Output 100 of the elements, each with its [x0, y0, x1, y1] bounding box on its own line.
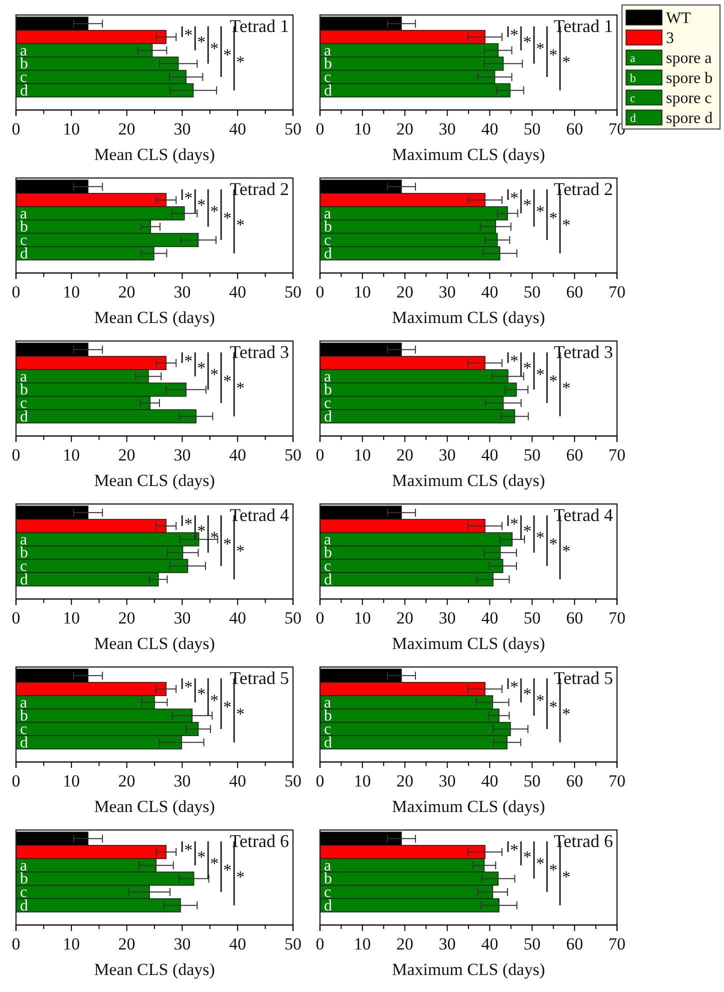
annotation: * [510, 26, 519, 45]
x-tick-label: 0 [12, 771, 20, 790]
y-tick-label: b [324, 56, 332, 73]
y-tick-label: d [324, 408, 332, 426]
x-tick-label: 50 [524, 445, 541, 464]
legend-label: WT [666, 10, 692, 27]
x-tick-label: 60 [566, 445, 584, 464]
x-axis-title: Mean CLS (days) [94, 797, 215, 816]
annotation: * [210, 528, 219, 547]
chart-title: Tetrad 1 [230, 16, 289, 36]
annotation: * [549, 698, 558, 717]
annotation: * [184, 514, 193, 534]
x-tick-label: 50 [524, 771, 541, 790]
annotation: * [562, 867, 571, 886]
y-tick-label: d [20, 82, 28, 100]
x-axis-title: Maximum CLS (days) [392, 960, 545, 979]
annotation: * [536, 854, 545, 873]
x-tick-label: 50 [524, 934, 541, 954]
x-axis-title: Maximum CLS (days) [392, 797, 545, 816]
x-tick-label: 40 [481, 119, 498, 138]
x-tick-label: 20 [396, 282, 414, 302]
y-tick-label: b [20, 218, 28, 236]
x-tick-label: 60 [566, 608, 584, 628]
chart-title: Tetrad 6 [230, 831, 289, 851]
x-tick-label: 30 [174, 445, 191, 464]
annotation: * [562, 52, 571, 72]
annotation: * [549, 860, 558, 880]
y-tick-label: d [20, 734, 28, 752]
x-tick-label: 20 [396, 771, 414, 790]
x-tick-label: 40 [481, 282, 498, 302]
chart-title: Tetrad 6 [554, 831, 613, 851]
x-tick-label: 50 [284, 282, 302, 302]
x-axis-title: Maximum CLS (days) [392, 471, 545, 490]
annotation: * [223, 208, 232, 228]
annotation: * [236, 541, 245, 560]
chart-title: Tetrad 1 [554, 16, 613, 36]
x-axis-title: Maximum CLS (days) [392, 145, 545, 164]
annotation: * [223, 860, 232, 880]
x-tick-label: 50 [284, 934, 302, 954]
x-tick-label: 70 [608, 934, 626, 954]
x-tick-label: 60 [566, 771, 584, 790]
x-tick-label: 50 [284, 445, 302, 464]
annotation: * [523, 195, 532, 214]
y-tick-label: b [20, 56, 28, 73]
y-tick-label: d [20, 408, 28, 426]
y-tick-label: b [324, 708, 332, 725]
x-tick-label: 10 [354, 934, 371, 954]
annotation: * [184, 352, 193, 371]
annotation: * [510, 514, 519, 534]
annotation: * [197, 358, 206, 378]
annotation: * [523, 32, 532, 52]
annotation: * [197, 32, 206, 52]
x-tick-label: 0 [12, 282, 20, 302]
x-tick-label: 40 [481, 445, 498, 464]
legend-label: 3 [666, 30, 674, 47]
x-tick-label: 40 [229, 119, 246, 138]
x-tick-label: 0 [12, 934, 20, 954]
y-tick-label: b [20, 870, 28, 888]
x-tick-label: 30 [438, 282, 456, 302]
annotation: * [184, 188, 193, 208]
chart-title: Tetrad 3 [230, 342, 289, 362]
annotation: * [510, 188, 519, 208]
x-tick-label: 0 [316, 771, 324, 790]
x-axis-title: Mean CLS (days) [94, 960, 215, 979]
x-tick-label: 0 [316, 608, 324, 628]
annotation: * [549, 208, 558, 228]
chart-title: Tetrad 2 [554, 179, 613, 199]
x-tick-label: 30 [174, 282, 191, 302]
y-tick-label: d [20, 245, 28, 262]
x-tick-label: 60 [566, 119, 584, 138]
category-label: d [630, 111, 636, 125]
x-tick-label: 60 [566, 282, 584, 302]
x-tick-label: 0 [316, 282, 324, 302]
x-tick-label: 40 [229, 608, 246, 628]
x-tick-label: 20 [118, 445, 136, 464]
legend-label: spore d [666, 110, 713, 127]
y-tick-label: d [324, 82, 332, 100]
annotation: * [236, 378, 245, 398]
x-axis-title: Mean CLS (days) [94, 145, 215, 164]
x-tick-label: 0 [12, 119, 20, 138]
x-tick-label: 50 [284, 608, 302, 628]
x-tick-label: 20 [396, 445, 414, 464]
x-tick-label: 50 [524, 282, 541, 302]
annotation: * [536, 39, 545, 58]
annotation: * [223, 372, 232, 391]
x-tick-label: 10 [62, 282, 80, 302]
chart-title: Tetrad 4 [554, 505, 613, 525]
x-axis-title: Maximum CLS (days) [392, 634, 545, 653]
x-tick-label: 30 [438, 119, 456, 138]
annotation: * [523, 847, 532, 866]
x-tick-label: 10 [354, 445, 371, 464]
annotation: * [562, 541, 571, 560]
legend-label: spore a [666, 50, 712, 67]
x-tick-label: 30 [174, 934, 191, 954]
x-tick-label: 10 [354, 771, 371, 790]
annotation: * [210, 365, 219, 384]
y-tick-label: b [20, 708, 28, 725]
y-tick-label: d [324, 571, 332, 588]
y-tick-label: b [20, 544, 28, 562]
annotation: * [536, 528, 545, 547]
